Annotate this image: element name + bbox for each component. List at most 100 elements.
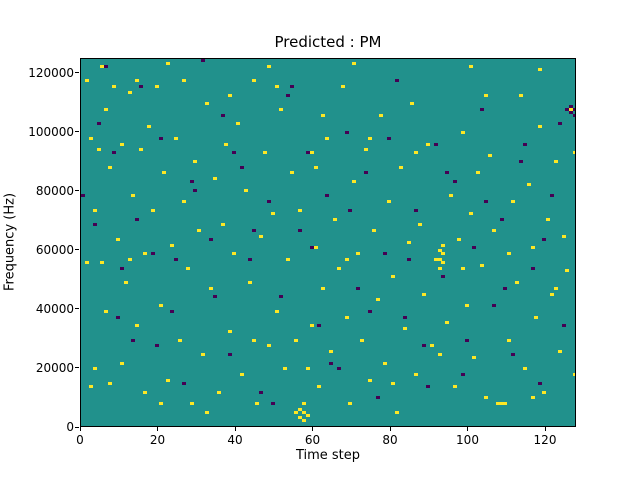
heatmap-cell-high: [332, 217, 337, 221]
heatmap-cell-high: [239, 373, 244, 377]
heatmap-cell-high: [301, 402, 306, 406]
heatmap-cell-high: [158, 402, 163, 406]
heatmap-cell-low: [92, 223, 97, 227]
heatmap-cell-high: [298, 407, 302, 411]
heatmap-cell-low: [139, 84, 144, 88]
y-tick-label: 80000: [35, 183, 74, 198]
heatmap-cell-high: [88, 136, 93, 140]
heatmap-cell-high: [282, 367, 287, 371]
heatmap-cell-high: [515, 280, 519, 284]
heatmap-cell-high: [135, 79, 140, 83]
x-tick-mark: [389, 427, 391, 431]
heatmap-cell-low: [317, 324, 322, 328]
x-tick-mark: [157, 427, 158, 431]
heatmap-cell-low: [518, 159, 523, 163]
x-tick-label: 60: [304, 433, 321, 447]
heatmap-cell-low: [472, 246, 477, 250]
heatmap-cell-high: [546, 217, 550, 221]
heatmap-cell-high: [460, 131, 465, 135]
heatmap-cell-high: [309, 324, 314, 328]
heatmap-cell-high: [491, 229, 496, 233]
heatmap-cell-high: [367, 136, 372, 140]
heatmap-cell-high: [139, 148, 144, 152]
heatmap-cell-high: [84, 260, 89, 264]
heatmap-cell-low: [511, 353, 516, 357]
heatmap-cell-high: [185, 266, 190, 270]
heatmap-cell-high: [243, 188, 248, 192]
y-tick-mark: [75, 367, 79, 369]
heatmap-cell-low: [96, 122, 101, 126]
heatmap-cell-high: [518, 93, 523, 97]
heatmap-cell-low: [181, 381, 186, 385]
heatmap-cell-high: [375, 298, 380, 302]
heatmap-cell-low: [239, 165, 244, 169]
heatmap-cell-low: [573, 113, 575, 117]
heatmap-cell-low: [565, 108, 570, 111]
heatmap-cell-high: [414, 373, 419, 377]
x-tick-mark: [544, 427, 546, 431]
heatmap-cell-high: [398, 165, 403, 169]
heatmap-cell-low: [569, 110, 574, 114]
heatmap-cell-low: [406, 257, 411, 261]
heatmap-cell-high: [286, 257, 291, 261]
heatmap-cell-low: [115, 315, 120, 319]
heatmap-cell-high: [565, 269, 570, 273]
heatmap-cell-high: [208, 286, 213, 290]
heatmap-cell-high: [170, 243, 175, 247]
y-tick-mark: [75, 190, 79, 192]
heatmap-cell-low: [232, 151, 237, 155]
heatmap-cell-low: [363, 171, 368, 175]
heatmap-cell-high: [433, 257, 438, 261]
heatmap-cell-high: [88, 384, 93, 388]
heatmap-cell-high: [309, 151, 314, 155]
chart-title: Predicted : PM: [274, 33, 382, 51]
heatmap-cell-high: [104, 108, 109, 111]
heatmap-cell-high: [344, 315, 349, 319]
heatmap-cell-high: [115, 237, 120, 241]
heatmap-cell-low: [402, 315, 407, 319]
heatmap-cell-high: [383, 361, 388, 365]
heatmap-cell-low: [549, 194, 554, 198]
heatmap-cell-low: [119, 266, 124, 270]
heatmap-cell-low: [270, 402, 275, 406]
heatmap-cell-high: [422, 292, 426, 296]
heatmap-cell-high: [437, 249, 442, 253]
heatmap-cell-low: [344, 131, 349, 135]
heatmap-cell-low: [305, 151, 310, 155]
heatmap-cell-high: [92, 208, 97, 212]
heatmap-cell-high: [437, 257, 442, 261]
heatmap-cell-low: [336, 367, 341, 371]
heatmap-cell-low: [348, 208, 353, 212]
heatmap-cell-high: [425, 142, 430, 146]
heatmap-cell-high: [212, 177, 217, 181]
heatmap-cell-high: [205, 102, 209, 106]
heatmap-cell-low: [387, 136, 392, 140]
x-tick-label: 0: [76, 433, 84, 447]
heatmap-cell-high: [84, 79, 89, 83]
heatmap-cell-high: [92, 367, 97, 371]
y-tick-mark: [75, 249, 79, 251]
x-axis-label: Time step: [295, 448, 361, 463]
heatmap-cell-high: [274, 309, 279, 313]
heatmap-cell-high: [464, 304, 469, 308]
heatmap-cell-high: [317, 384, 322, 388]
heatmap-cell-low: [81, 194, 85, 198]
heatmap-cell-high: [484, 93, 488, 97]
heatmap-cell-low: [499, 217, 504, 221]
heatmap-cell-high: [251, 79, 256, 83]
x-tick-mark: [312, 427, 313, 431]
heatmap-cell-high: [503, 402, 508, 406]
y-tick-label: 120000: [28, 65, 74, 80]
heatmap-cell-high: [100, 64, 105, 68]
heatmap-cell-high: [340, 84, 345, 88]
heatmap-cell-high: [507, 338, 512, 342]
heatmap-cell-low: [278, 295, 283, 299]
heatmap-cell-high: [441, 260, 446, 264]
heatmap-cell-high: [530, 246, 535, 250]
heatmap-cell-high: [158, 304, 163, 308]
heatmap-cell-high: [391, 275, 395, 279]
heatmap-cell-low: [394, 79, 399, 83]
heatmap-cell-high: [305, 413, 310, 417]
heatmap-cell-high: [162, 171, 167, 175]
heatmap-cell-high: [205, 410, 209, 414]
